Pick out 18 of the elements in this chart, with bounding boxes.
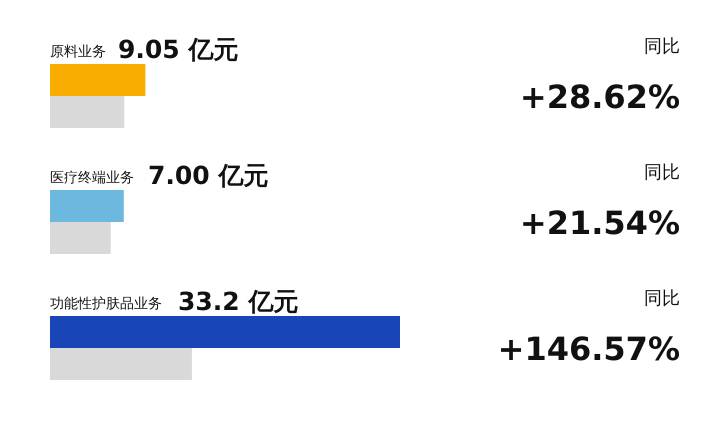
data-label: 9.05 亿元 — [118, 35, 238, 64]
text: 同比 — [644, 36, 680, 57]
y-tick-label: 功能性护肤品业务 — [50, 296, 162, 312]
bar — [50, 316, 400, 348]
data-label: 7.00 亿元 — [148, 161, 268, 190]
bar — [50, 96, 124, 128]
bar — [50, 190, 124, 222]
y-tick-label: 原料业务 — [50, 44, 106, 60]
bar — [50, 64, 146, 96]
text: 同比 — [644, 288, 680, 309]
bar — [50, 222, 111, 254]
data-label: 33.2 亿元 — [178, 287, 298, 316]
text: +28.62% — [520, 78, 680, 116]
text: +146.57% — [498, 330, 680, 368]
text: 同比 — [644, 162, 680, 183]
y-tick-label: 医疗终端业务 — [50, 170, 134, 186]
text: +21.54% — [520, 204, 680, 242]
bar — [50, 348, 192, 380]
